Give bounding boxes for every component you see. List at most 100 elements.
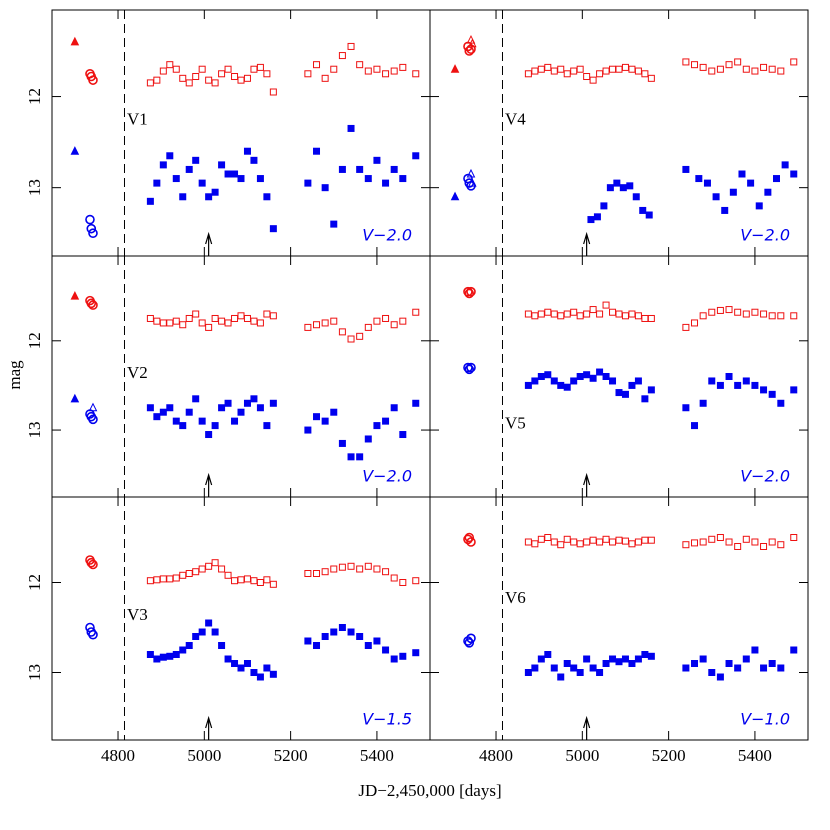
data-point xyxy=(263,70,271,78)
panel-label: V2 xyxy=(127,363,148,382)
data-point xyxy=(198,565,206,573)
data-point xyxy=(304,70,312,78)
data-point xyxy=(768,312,776,320)
data-point xyxy=(146,314,154,322)
data-point xyxy=(760,543,768,550)
data-point xyxy=(466,537,476,547)
data-point xyxy=(641,651,649,658)
data-point xyxy=(712,193,720,201)
data-point xyxy=(790,386,798,394)
data-point xyxy=(224,65,232,73)
data-point xyxy=(699,538,707,546)
data-point xyxy=(621,655,629,663)
data-point xyxy=(755,202,763,210)
data-point xyxy=(153,655,161,663)
data-point xyxy=(634,538,642,546)
data-point xyxy=(699,63,707,71)
data-point xyxy=(88,300,98,310)
data-point xyxy=(716,534,724,541)
data-point xyxy=(364,642,372,649)
data-point xyxy=(589,664,597,672)
data-point xyxy=(382,179,390,187)
data-point xyxy=(313,413,321,421)
data-point xyxy=(356,565,364,573)
data-point xyxy=(399,431,407,439)
data-point xyxy=(716,306,724,314)
data-point xyxy=(218,404,226,412)
data-point xyxy=(263,664,271,672)
data-point xyxy=(682,664,690,672)
data-point xyxy=(587,216,595,224)
panel-frame xyxy=(51,255,431,498)
panel-label: V5 xyxy=(505,414,526,433)
data-point xyxy=(347,124,355,132)
data-point xyxy=(708,377,716,385)
data-point xyxy=(321,184,329,192)
data-point xyxy=(179,74,187,82)
data-point xyxy=(725,660,733,667)
data-point xyxy=(347,42,355,50)
data-point xyxy=(747,179,755,187)
data-point xyxy=(602,535,610,543)
data-point xyxy=(725,61,733,69)
data-point xyxy=(751,538,759,546)
data-point xyxy=(263,310,271,318)
data-point xyxy=(205,619,213,627)
data-point xyxy=(537,373,545,380)
data-point xyxy=(338,563,346,571)
data-point xyxy=(269,580,277,588)
data-point xyxy=(205,76,213,84)
panel-frame xyxy=(51,9,431,257)
data-point xyxy=(550,377,558,385)
data-point xyxy=(602,301,610,309)
panel-label: V4 xyxy=(505,110,526,129)
data-point xyxy=(621,390,629,398)
data-point xyxy=(734,664,742,672)
data-point xyxy=(211,628,219,636)
offset-label: V−1.0 xyxy=(740,710,790,729)
data-point xyxy=(211,188,219,196)
data-point xyxy=(682,404,690,412)
data-point xyxy=(192,633,200,640)
data-point xyxy=(734,381,742,389)
data-point xyxy=(583,538,591,546)
data-point xyxy=(596,310,604,318)
data-point xyxy=(524,538,532,546)
data-point xyxy=(179,422,187,430)
data-point xyxy=(609,655,617,663)
data-point xyxy=(399,579,407,586)
data-point xyxy=(615,658,623,666)
data-point xyxy=(364,323,372,331)
data-point xyxy=(256,319,264,327)
data-point xyxy=(626,182,634,190)
data-point xyxy=(777,664,785,672)
data-point xyxy=(550,67,558,75)
data-point xyxy=(464,637,475,648)
data-point xyxy=(172,317,180,325)
data-point xyxy=(412,577,420,585)
data-point xyxy=(531,312,539,320)
data-point xyxy=(773,175,780,183)
data-point xyxy=(695,175,703,183)
data-point xyxy=(313,61,321,69)
data-point xyxy=(725,373,733,380)
data-point xyxy=(450,191,460,201)
data-point xyxy=(751,381,759,389)
data-point xyxy=(524,381,532,389)
arrow xyxy=(583,231,591,256)
data-point xyxy=(192,156,200,164)
data-point xyxy=(734,58,742,66)
data-point xyxy=(399,63,407,71)
data-point xyxy=(609,377,617,385)
data-point xyxy=(330,317,338,325)
data-point xyxy=(563,660,571,667)
data-point xyxy=(192,395,200,403)
data-point xyxy=(621,537,629,545)
data-point xyxy=(628,310,636,318)
data-point xyxy=(544,308,552,316)
data-point xyxy=(153,576,161,584)
data-point xyxy=(399,317,407,325)
data-point xyxy=(557,541,565,549)
data-point xyxy=(708,669,716,676)
data-point xyxy=(602,67,610,75)
